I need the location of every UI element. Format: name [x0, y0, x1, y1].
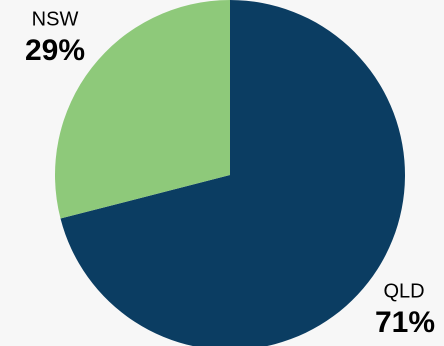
slice-category-label: QLD: [383, 280, 424, 302]
pie-slice: [60, 0, 405, 346]
slice-category-label: NSW: [32, 8, 79, 30]
pie-slice: [54, 0, 230, 219]
slice-value-label: 71%: [375, 306, 435, 339]
slice-value-label: 29%: [25, 34, 85, 67]
